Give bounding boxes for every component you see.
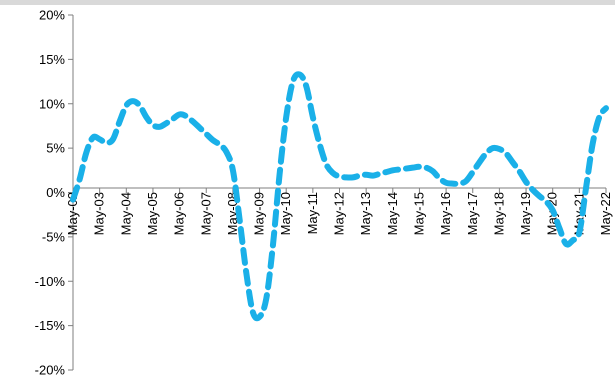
y-tick-label: 0%: [46, 185, 65, 200]
x-tick-label: May-03: [92, 192, 107, 235]
x-tick-label: May-11: [305, 192, 320, 234]
y-tick-label: -15%: [35, 318, 66, 333]
series-layer: [70, 71, 609, 322]
x-tick-label: May-04: [118, 192, 133, 235]
x-tick-label: May-09: [252, 192, 267, 235]
x-tick-label: May-13: [358, 192, 373, 235]
x-tick-label: May-16: [438, 192, 453, 235]
x-tick-label: May-14: [385, 192, 400, 235]
x-tick-label: May-07: [198, 192, 213, 235]
x-tick-label: May-06: [172, 192, 187, 235]
y-axis: 20% 15% 10% 5% 0% -5% -10% -15% -20%: [35, 8, 74, 376]
x-tick-label: May-05: [145, 192, 160, 235]
top-band: [0, 0, 615, 5]
x-tick-label: May-02: [65, 192, 80, 235]
x-tick-label: May-19: [518, 192, 533, 235]
x-tick-label: May-17: [465, 192, 480, 235]
y-tick-label: 20%: [39, 8, 65, 23]
x-tick-label: May-18: [491, 192, 506, 235]
x-tick-label: May-12: [332, 192, 347, 235]
x-axis: May-02 May-03 May-04 May-05 May-06 May-07 May-…: [65, 187, 613, 235]
y-tick-label: 15%: [39, 52, 65, 67]
y-tick-label: 10%: [39, 96, 65, 111]
y-tick-label: -20%: [35, 363, 66, 376]
y-tick-label: 5%: [46, 141, 65, 156]
x-tick-label: May-10: [278, 192, 293, 235]
series-line: [70, 71, 609, 322]
x-tick-label: May-22: [598, 192, 613, 235]
x-tick-label: May-15: [411, 192, 426, 235]
y-tick-label: -5%: [42, 229, 66, 244]
y-tick-label: -10%: [35, 274, 66, 289]
